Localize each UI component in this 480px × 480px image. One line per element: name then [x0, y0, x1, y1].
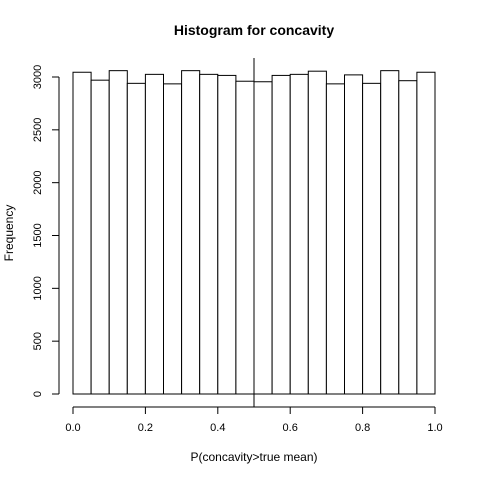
x-tick-label: 0.0: [65, 422, 80, 434]
histogram-bar: [72, 71, 92, 395]
histogram-bar: [90, 79, 110, 395]
bars-group: [72, 70, 436, 395]
histogram-bar: [362, 82, 382, 395]
y-tick-label: 0: [32, 391, 44, 397]
y-tick-label: 2000: [32, 170, 44, 194]
histogram-bar: [271, 74, 291, 395]
x-axis: 0.0 0.2 0.4 0.6 0.8 1.0: [65, 406, 443, 434]
y-tick-label: 1000: [32, 276, 44, 300]
y-tick-label: 2500: [32, 118, 44, 142]
y-tick-label: 1500: [32, 223, 44, 247]
histogram-bar: [416, 71, 436, 395]
y-tick-label: 500: [32, 332, 44, 350]
histogram-bar: [217, 74, 237, 395]
chart-title: Histogram for concavity: [174, 22, 334, 38]
histogram-bar: [253, 81, 273, 395]
histogram-bar: [289, 73, 309, 395]
histogram-bar: [126, 82, 146, 395]
histogram-bar: [144, 73, 164, 395]
x-tick-label: 0.4: [210, 422, 225, 434]
histogram-bar: [344, 74, 364, 395]
x-tick-label: 0.6: [283, 422, 298, 434]
x-axis-label: P(concavity>true mean): [190, 450, 317, 464]
x-tick-label: 1.0: [427, 422, 442, 434]
histogram-bar: [325, 83, 345, 395]
x-tick-label: 0.8: [355, 422, 370, 434]
y-axis-label: Frequency: [2, 205, 16, 262]
y-tick-label: 3000: [32, 65, 44, 89]
histogram-bar: [199, 73, 219, 395]
x-tick-label: 0.2: [138, 422, 153, 434]
histogram-bar: [398, 80, 418, 395]
histogram-bar: [108, 70, 128, 395]
histogram-bar: [235, 80, 255, 395]
histogram-bar: [163, 83, 183, 395]
y-axis: 0 500 1000 1500 2000 2500 3000: [32, 65, 60, 397]
histogram-bar: [380, 70, 400, 395]
histogram-bar: [181, 70, 201, 395]
histogram-bar: [307, 70, 327, 395]
